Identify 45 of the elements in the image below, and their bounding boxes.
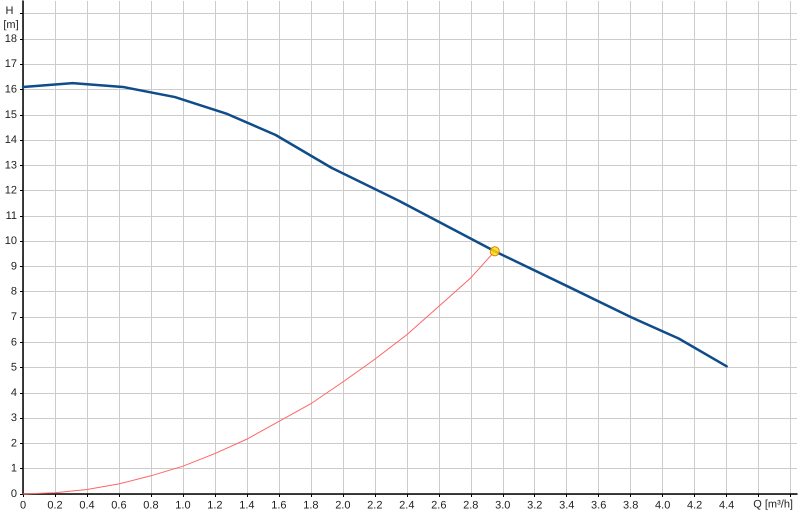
x-tick-label: 3.4	[559, 500, 574, 512]
x-tick-label: 2.6	[431, 500, 446, 512]
x-tick-label: 3.6	[591, 500, 606, 512]
y-tick-label: 6	[10, 336, 17, 348]
y-tick-label: 17	[4, 58, 17, 70]
x-tick-label: 1.2	[207, 500, 223, 512]
x-tick-label: 2.2	[367, 500, 382, 512]
y-tick-label: 18	[4, 32, 17, 45]
y-tick-label: 16	[4, 83, 17, 96]
y-tick-label: 9	[10, 260, 17, 272]
x-tick-label: 3.2	[527, 500, 542, 512]
x-tick-label: 3.0	[495, 500, 510, 512]
x-tick-label: 0.4	[79, 500, 95, 512]
x-tick-label: 1.4	[239, 500, 255, 512]
x-tick-label: 2.4	[399, 500, 414, 512]
y-tick-label: 1	[10, 462, 17, 475]
y-tick-label: 10	[4, 235, 17, 248]
x-axis-title: Q [m³/h]	[753, 498, 793, 510]
y-tick-label: 12	[4, 184, 17, 197]
line-series	[22, 82, 728, 368]
y-tick-label: 2	[10, 437, 17, 450]
x-tick-label: 2.8	[463, 500, 478, 512]
x-tick-label: 2.0	[335, 500, 350, 512]
y-tick-label: 11	[6, 210, 17, 222]
y-tick-label: 15	[4, 108, 17, 121]
y-tick-label: 4	[10, 386, 17, 399]
y-tick-label: 3	[10, 412, 17, 424]
y-axis-title: H [m]	[3, 5, 19, 31]
y-tick-label: 14	[4, 134, 17, 146]
y-tick-label: 0	[10, 488, 17, 500]
y-tick-label: 7	[10, 311, 17, 324]
x-tick-label: 1.8	[303, 500, 318, 512]
x-tick-label: 4.4	[718, 500, 734, 512]
x-tick-label: 0	[20, 500, 26, 512]
x-tick-label: 4.0	[655, 500, 670, 512]
x-tick-label: 0.8	[143, 500, 159, 512]
y-tick-label: 5	[10, 362, 17, 374]
x-tick-label: 0.6	[111, 500, 127, 512]
x-tick-label: 1.0	[175, 500, 191, 512]
y-tick-label: 13	[4, 159, 17, 172]
x-tick-label: 1.6	[271, 500, 287, 512]
x-tick-label: 0.2	[47, 500, 63, 512]
y-tick-label: 8	[10, 286, 17, 298]
x-tick-label: 4.2	[687, 500, 702, 512]
x-tick-label: 3.8	[623, 500, 638, 512]
